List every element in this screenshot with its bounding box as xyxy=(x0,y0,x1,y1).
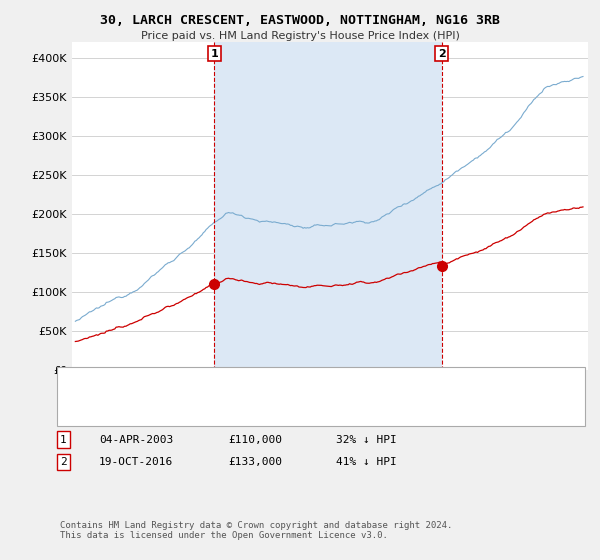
Text: 2: 2 xyxy=(60,457,67,467)
Text: 1: 1 xyxy=(211,49,218,59)
Text: Price paid vs. HM Land Registry's House Price Index (HPI): Price paid vs. HM Land Registry's House … xyxy=(140,31,460,41)
Text: 32% ↓ HPI: 32% ↓ HPI xyxy=(336,435,397,445)
Text: 04-APR-2003: 04-APR-2003 xyxy=(99,435,173,445)
Text: HPI: Average price, detached house, Broxtowe: HPI: Average price, detached house, Brox… xyxy=(111,403,370,413)
Bar xyxy=(214,42,442,370)
Text: £110,000: £110,000 xyxy=(228,435,282,445)
Text: £133,000: £133,000 xyxy=(228,457,282,467)
Text: 19-OCT-2016: 19-OCT-2016 xyxy=(99,457,173,467)
Text: 41% ↓ HPI: 41% ↓ HPI xyxy=(336,457,397,467)
Text: Contains HM Land Registry data © Crown copyright and database right 2024.
This d: Contains HM Land Registry data © Crown c… xyxy=(60,521,452,540)
Text: 2: 2 xyxy=(438,49,446,59)
Text: 30, LARCH CRESCENT, EASTWOOD, NOTTINGHAM, NG16 3RB (detached house): 30, LARCH CRESCENT, EASTWOOD, NOTTINGHAM… xyxy=(111,379,505,389)
Text: 30, LARCH CRESCENT, EASTWOOD, NOTTINGHAM, NG16 3RB: 30, LARCH CRESCENT, EASTWOOD, NOTTINGHAM… xyxy=(100,14,500,27)
Text: 1: 1 xyxy=(60,435,67,445)
